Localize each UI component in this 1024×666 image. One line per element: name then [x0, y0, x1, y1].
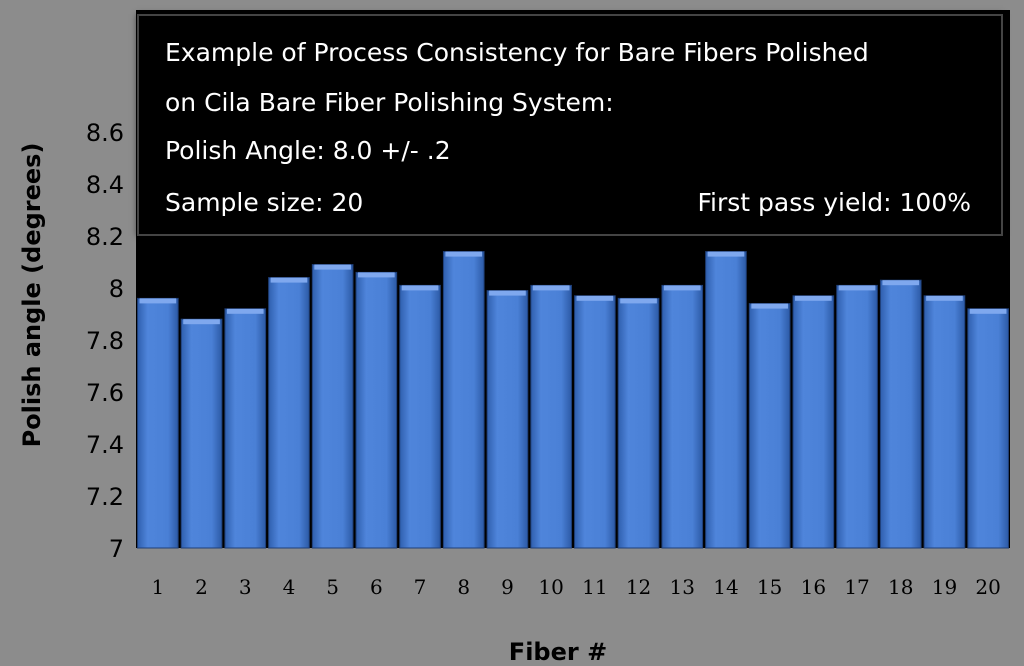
bar-highlight	[183, 319, 220, 325]
bar-highlight	[707, 251, 745, 257]
x-tick-label: 17	[844, 575, 869, 599]
bar-highlight	[401, 285, 439, 291]
bar-fiber-3	[224, 308, 267, 549]
bar-fiber-9	[486, 290, 529, 549]
bar-fiber-7	[399, 284, 441, 549]
x-tick-label: 15	[757, 575, 782, 599]
title-line-2: on Cila Bare Fiber Polishing System:	[165, 88, 614, 117]
first-pass-yield: First pass yield: 100%	[697, 188, 971, 217]
x-tick-label: 20	[975, 575, 1000, 599]
bar-highlight	[663, 285, 701, 291]
bar-highlight	[751, 303, 788, 309]
bar-fiber-8	[442, 251, 485, 549]
bar-fiber-1	[137, 297, 179, 549]
bar-highlight	[489, 290, 526, 296]
title-line-1: Example of Process Consistency for Bare …	[165, 38, 869, 67]
bar-fiber-12	[617, 297, 660, 549]
bar-highlight	[576, 295, 614, 301]
bar-highlight	[969, 308, 1007, 314]
x-tick-label: 2	[195, 575, 208, 599]
bar-fiber-15	[748, 303, 791, 549]
x-tick-label: 5	[326, 575, 339, 599]
bar-highlight	[620, 298, 657, 304]
bar-highlight	[532, 285, 570, 291]
bar-fiber-11	[574, 295, 616, 549]
y-tick-label: 7.2	[86, 483, 124, 511]
y-tick-label: 8.4	[86, 171, 124, 199]
sample-size: Sample size: 20	[165, 188, 364, 217]
x-tick-label: 9	[501, 575, 514, 599]
bar-highlight	[358, 272, 395, 278]
x-tick-label: 4	[283, 575, 296, 599]
bar-highlight	[139, 298, 177, 304]
bar-fiber-10	[530, 284, 572, 549]
x-axis-title: Fiber #	[509, 638, 607, 666]
x-tick-label: 11	[582, 575, 607, 599]
y-tick-label: 7.4	[86, 431, 124, 459]
bar-highlight	[926, 295, 963, 301]
bar-fiber-4	[268, 277, 310, 549]
x-tick-label: 10	[538, 575, 563, 599]
bar-fiber-14	[705, 251, 747, 549]
y-axis-title: Polish angle (degrees)	[18, 143, 46, 448]
bar-fiber-19	[923, 295, 966, 549]
x-tick-label: 16	[801, 575, 826, 599]
x-tick-label: 19	[932, 575, 957, 599]
bar-fiber-16	[792, 295, 835, 549]
bar-fiber-18	[879, 279, 922, 549]
x-tick-label: 6	[370, 575, 383, 599]
y-tick-label: 8	[109, 275, 124, 303]
x-tick-label: 3	[239, 575, 252, 599]
bar-highlight	[445, 251, 483, 257]
bar-fiber-2	[180, 318, 223, 549]
x-tick-label: 18	[888, 575, 913, 599]
bar-highlight	[795, 295, 832, 301]
x-tick-label: 7	[414, 575, 427, 599]
polish-angle-spec: Polish Angle: 8.0 +/- .2	[165, 136, 451, 165]
x-tick-label: 12	[626, 575, 651, 599]
y-tick-label: 8.6	[86, 119, 124, 147]
x-tick-label: 14	[713, 575, 738, 599]
bar-fiber-6	[355, 271, 398, 549]
x-tick-label: 1	[151, 575, 164, 599]
y-tick-label: 8.2	[86, 223, 124, 251]
y-tick-label: 7.6	[86, 379, 124, 407]
bar-highlight	[270, 277, 308, 283]
bar-highlight	[314, 264, 351, 270]
y-tick-label: 7.8	[86, 327, 124, 355]
bar-fiber-17	[836, 284, 878, 549]
x-tick-label: 13	[670, 575, 695, 599]
bar-highlight	[838, 285, 876, 291]
bar-fiber-13	[661, 284, 704, 549]
bar-highlight	[226, 308, 264, 314]
bar-fiber-5	[311, 264, 354, 549]
bar-fiber-20	[967, 308, 1009, 549]
chart-info-box: Example of Process Consistency for Bare …	[137, 14, 1003, 236]
bar-highlight	[882, 280, 920, 286]
x-tick-label: 8	[457, 575, 470, 599]
y-tick-label: 7	[109, 535, 124, 563]
